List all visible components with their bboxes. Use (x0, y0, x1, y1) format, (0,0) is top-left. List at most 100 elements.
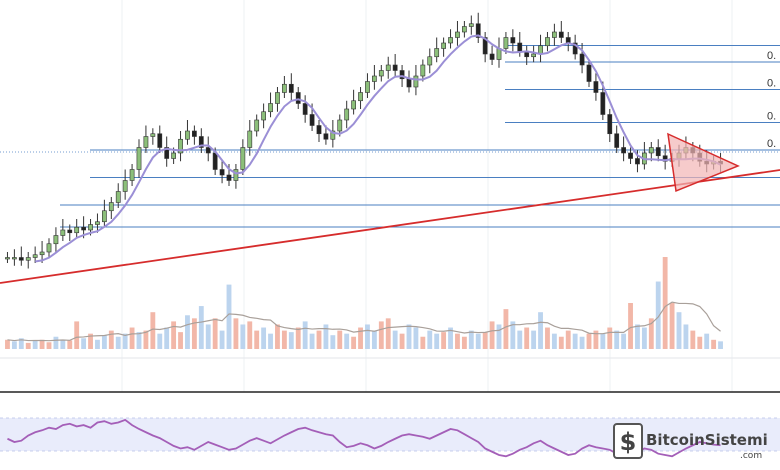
candle-body-6 (46, 243, 52, 253)
candle-body-30 (212, 152, 218, 170)
volume-bar-52 (365, 324, 370, 349)
candle-body-64 (448, 37, 453, 44)
candle-body-49 (344, 108, 350, 121)
candle-body-11 (81, 226, 86, 231)
candle-body-41 (288, 83, 294, 93)
volume-bar-47 (330, 335, 336, 349)
volume-bar-95 (662, 257, 668, 349)
watermark-brand: BitcoinSistemi (646, 431, 768, 449)
volume-bar-60 (420, 336, 426, 349)
volume-bar-103 (718, 341, 723, 349)
candle-body-57 (399, 70, 405, 80)
candle-body-7 (53, 235, 59, 245)
triangle-pattern-layer (667, 132, 740, 193)
volume-bar-57 (399, 333, 405, 349)
candle-body-25 (178, 138, 183, 154)
volume-bar-30 (212, 318, 218, 349)
candle-body-17 (122, 180, 128, 192)
candle-body-3 (25, 257, 31, 261)
candle-body-28 (198, 136, 204, 148)
volume-bar-20 (143, 330, 149, 349)
volume-bar-59 (413, 327, 419, 349)
candle-body-37 (261, 111, 266, 121)
volume-bar-33 (233, 318, 239, 349)
candle-body-50 (351, 100, 356, 110)
volume-bar-51 (358, 327, 363, 349)
volume-bar-26 (185, 315, 190, 349)
candle-body-56 (392, 64, 398, 71)
candle-body-65 (455, 31, 460, 38)
candle-body-26 (185, 130, 190, 140)
volume-bar-85 (593, 330, 599, 349)
candle-body-5 (39, 251, 45, 256)
candle-body-46 (323, 133, 329, 140)
volume-bar-68 (475, 333, 481, 349)
watermark-icon-box (613, 423, 643, 459)
volume-bar-32 (226, 284, 232, 349)
candle-body-45 (316, 125, 322, 135)
candle-body-14 (102, 210, 107, 223)
candle-body-19 (136, 147, 142, 170)
moving-average-line (34, 34, 721, 263)
candle-body-70 (489, 53, 495, 60)
fibonacci-levels: 0. 0. 0. 0. (60, 45, 780, 228)
volume-bar-62 (434, 333, 440, 349)
candle-body-16 (115, 191, 121, 203)
volume-bar-73 (510, 321, 516, 349)
volume-bar-81 (565, 330, 571, 349)
volume-bar-15 (108, 330, 114, 349)
candle-body-89 (621, 147, 626, 154)
candle-body-86 (600, 92, 606, 115)
volume-bar-72 (503, 309, 509, 349)
candle-body-34 (240, 147, 246, 170)
candle-body-32 (226, 174, 232, 181)
candle-body-24 (171, 152, 176, 159)
volume-bar-56 (392, 330, 398, 349)
candle-body-39 (275, 92, 280, 104)
watermark: $ BitcoinSistemi .com (613, 423, 768, 461)
candle-body-18 (129, 169, 135, 181)
volume-bar-69 (482, 332, 488, 349)
candle-body-8 (60, 229, 66, 236)
volume-bar-74 (517, 330, 523, 349)
volume-bar-19 (136, 332, 142, 349)
volume-bar-16 (115, 336, 121, 349)
candle-body-60 (420, 64, 426, 77)
volume-bar-93 (648, 318, 654, 349)
candle-body-43 (302, 103, 308, 115)
volume-bar-80 (558, 336, 564, 349)
volume-bar-97 (676, 312, 682, 349)
volume-bar-88 (614, 330, 620, 349)
volume-bar-38 (268, 333, 273, 349)
candle-body-36 (254, 119, 260, 132)
volume-bar-18 (129, 327, 135, 349)
volume-bar-13 (95, 339, 100, 349)
candle-body-10 (74, 226, 80, 234)
candle-body-21 (150, 133, 156, 137)
candle-body-85 (593, 81, 599, 93)
volume-bar-91 (635, 324, 640, 349)
candle-body-62 (434, 48, 440, 58)
candle-body-74 (517, 42, 523, 52)
candle-body-69 (482, 37, 488, 55)
candle-body-91 (635, 158, 640, 165)
volume-bar-101 (704, 333, 710, 349)
candle-body-0 (5, 257, 10, 260)
candle-body-33 (233, 169, 239, 181)
volume-bar-102 (711, 339, 717, 349)
fib-level-label-0: 0. (767, 50, 776, 62)
candle-body-80 (558, 31, 564, 38)
volume-bar-43 (302, 321, 308, 349)
candle-body-2 (18, 257, 24, 261)
candle-body-29 (205, 147, 211, 154)
volume-bar-39 (275, 324, 280, 349)
volume-bar-92 (641, 327, 647, 349)
volume-bar-22 (157, 333, 163, 349)
candle-body-42 (295, 92, 301, 104)
candle-body-88 (614, 133, 620, 148)
volume-bar-45 (316, 330, 322, 349)
candle-body-79 (552, 31, 557, 38)
candle-body-59 (413, 75, 419, 88)
candle-body-4 (32, 254, 38, 258)
